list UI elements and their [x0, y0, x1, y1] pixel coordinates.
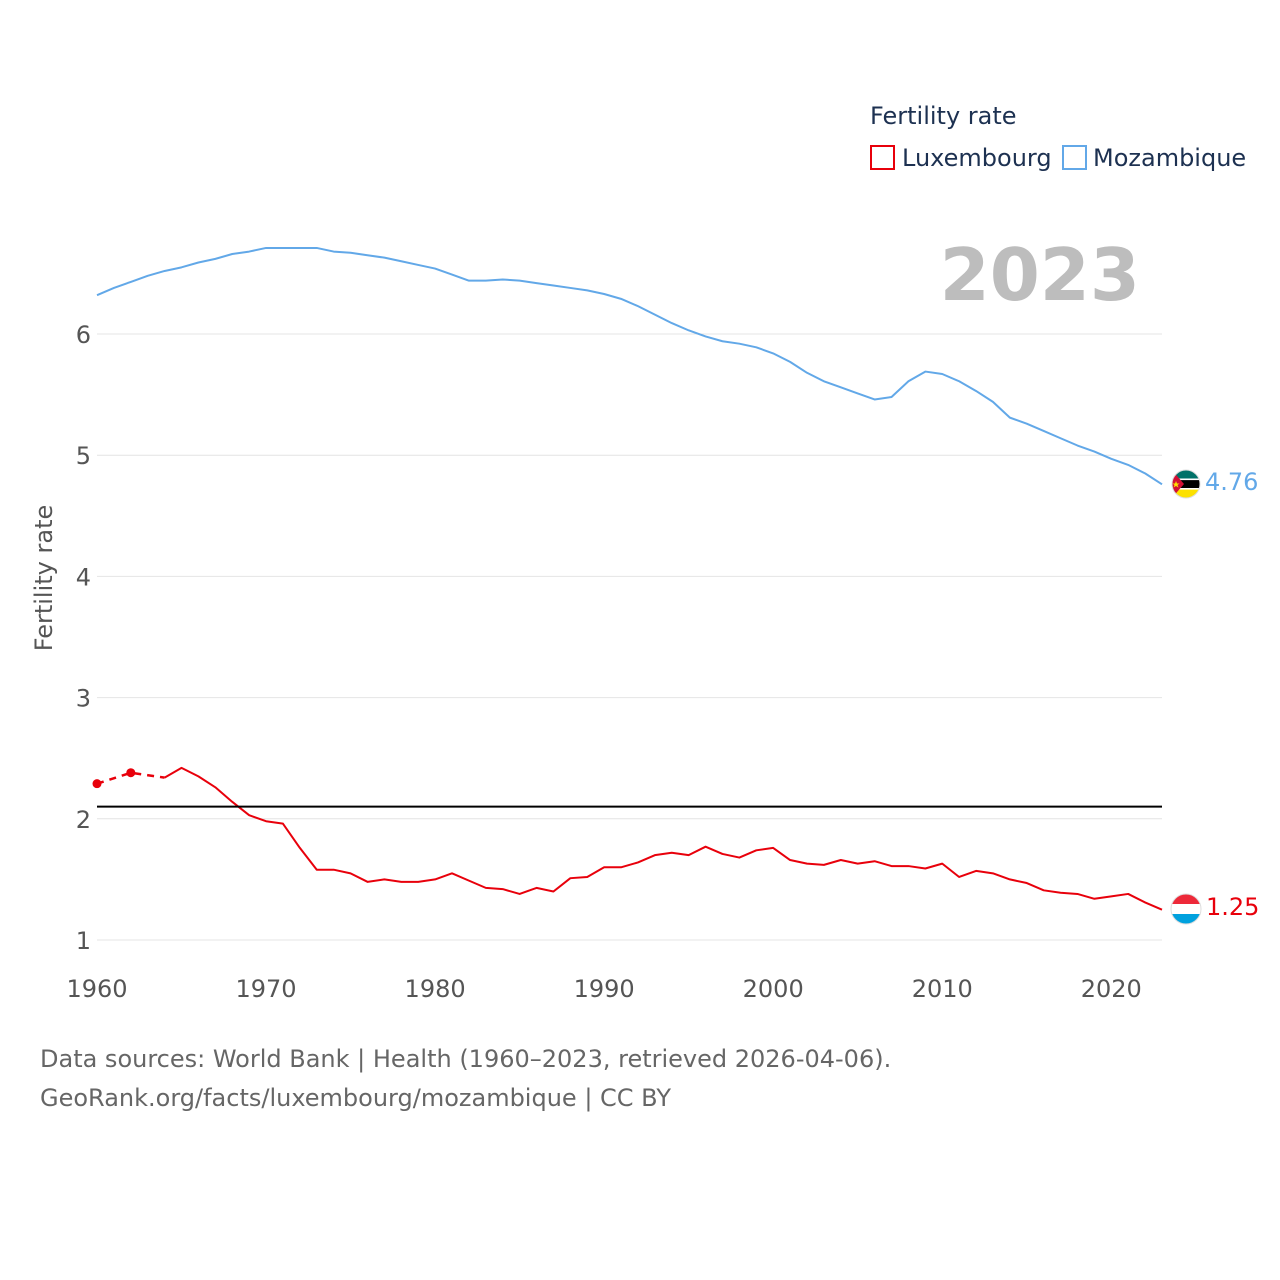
- series-estimate-line-luxembourg: [96, 771, 165, 785]
- axes: Fertility rate 1 2 3 4 5 6 1960 1970 1980 1990 200…: [30, 321, 1142, 1003]
- y-tick-label: 1: [76, 927, 91, 955]
- y-tick-label: 5: [76, 442, 91, 470]
- series-line-mozambique[interactable]: [96, 246, 1163, 486]
- legend-swatch-luxembourg[interactable]: [870, 145, 895, 170]
- y-tick-label: 2: [76, 806, 91, 834]
- x-tick-label: 2000: [743, 975, 804, 1003]
- footer-attribution[interactable]: GeoRank.org/facts/luxembourg/mozambique …: [40, 1084, 671, 1112]
- y-axis-title: Fertility rate: [30, 505, 58, 652]
- current-year-display: 2023: [940, 233, 1140, 317]
- luxembourg-end-value: 1.25: [1206, 893, 1259, 921]
- y-tick-label: 6: [76, 321, 91, 349]
- series-lines: [92, 246, 1163, 911]
- x-tick-label: 2010: [912, 975, 973, 1003]
- current-year-label: 2023: [940, 233, 1140, 317]
- x-tick-label: 2020: [1081, 975, 1142, 1003]
- grid-lines: [97, 333, 1162, 941]
- luxembourg-flag-icon: [1170, 893, 1202, 925]
- data-point-luxembourg[interactable]: [126, 768, 136, 778]
- x-tick-label: 1980: [405, 975, 466, 1003]
- mozambique-end-value: 4.76: [1205, 468, 1258, 496]
- legend-swatch-mozambique[interactable]: [1062, 145, 1087, 170]
- x-tick-label: 1970: [236, 975, 297, 1003]
- mozambique-flag-icon: [1171, 469, 1201, 499]
- legend-label-luxembourg[interactable]: Luxembourg: [902, 144, 1052, 172]
- legend: Fertility rate Luxembourg Mozambique: [870, 102, 1246, 172]
- y-tick-label: 4: [76, 563, 91, 591]
- footer-sources: Data sources: World Bank | Health (1960–…: [40, 1045, 892, 1073]
- legend-label-mozambique[interactable]: Mozambique: [1093, 144, 1246, 172]
- y-tick-label: 3: [76, 685, 91, 713]
- x-tick-label: 1960: [66, 975, 127, 1003]
- data-point-luxembourg[interactable]: [92, 779, 102, 789]
- series-line-luxembourg[interactable]: [164, 766, 1163, 911]
- legend-title: Fertility rate: [870, 102, 1017, 130]
- end-labels: 4.76 1.25: [1170, 468, 1259, 925]
- x-tick-label: 1990: [574, 975, 635, 1003]
